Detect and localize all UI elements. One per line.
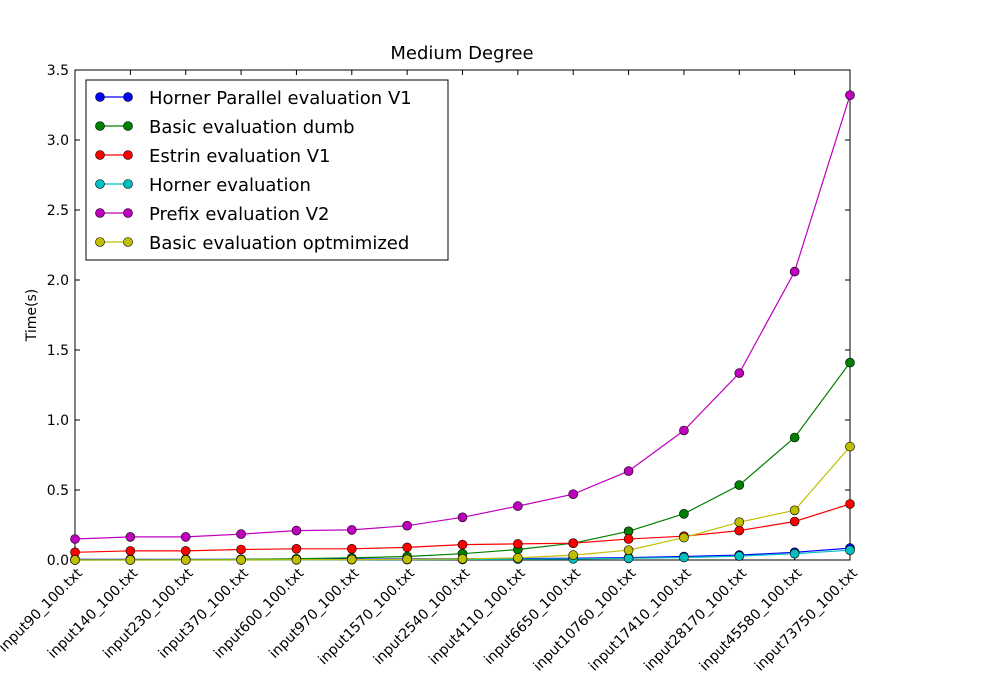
data-point <box>568 538 579 549</box>
data-point <box>734 517 745 528</box>
legend-label: Horner evaluation <box>149 175 311 196</box>
legend-marker <box>95 237 105 247</box>
legend-label: Estrin evaluation V1 <box>149 146 331 167</box>
data-point <box>513 553 523 563</box>
y-tick-label: 0.0 <box>47 553 69 569</box>
data-point <box>789 516 800 527</box>
data-point <box>845 357 855 368</box>
data-point <box>623 545 634 556</box>
data-point <box>346 525 357 535</box>
data-point <box>679 552 689 563</box>
x-tick-label: input73750_100.txt <box>752 565 861 674</box>
data-point <box>679 532 689 543</box>
data-point <box>845 545 855 556</box>
data-point <box>457 554 468 564</box>
data-point <box>236 555 246 565</box>
data-point <box>402 542 412 553</box>
data-point <box>734 551 745 561</box>
data-point <box>125 546 136 556</box>
legend-marker <box>123 92 133 102</box>
data-point <box>125 532 136 542</box>
series-line <box>74 362 851 561</box>
data-point <box>623 534 634 544</box>
data-point <box>679 425 689 436</box>
data-point <box>70 555 80 565</box>
legend-marker <box>123 237 133 247</box>
data-point <box>845 90 855 100</box>
data-point <box>291 554 302 565</box>
x-tick-label: input1570_100.txt <box>315 565 418 668</box>
data-point <box>180 555 191 565</box>
y-tick-label: 0.5 <box>47 483 69 499</box>
data-point <box>402 520 412 531</box>
legend-label: Prefix evaluation V2 <box>149 204 330 225</box>
data-point <box>125 555 136 565</box>
data-point <box>513 501 523 511</box>
x-tick-label: input10760_100.txt <box>531 565 640 674</box>
chart-title: Medium Degree <box>390 43 533 64</box>
y-axis-label: Time(s) <box>24 289 40 342</box>
legend-marker <box>123 208 133 218</box>
data-point <box>679 508 689 519</box>
data-point <box>845 441 855 452</box>
legend-label: Basic evaluation dumb <box>149 117 355 138</box>
data-point <box>236 529 246 539</box>
data-point <box>513 539 523 549</box>
legend-marker <box>123 121 133 131</box>
data-point <box>789 505 800 516</box>
data-point <box>734 480 745 490</box>
y-tick-label: 1.0 <box>47 413 69 429</box>
x-tick-label: input28170_100.txt <box>641 565 750 674</box>
x-tick-label: input17410_100.txt <box>586 565 695 674</box>
legend-marker <box>95 92 105 102</box>
legend-marker <box>95 121 105 131</box>
data-point <box>457 539 468 550</box>
data-point <box>845 499 855 509</box>
y-tick-label: 2.0 <box>47 273 69 289</box>
data-point <box>180 546 191 556</box>
data-point <box>291 543 302 554</box>
data-point <box>346 543 357 554</box>
data-point <box>457 512 468 523</box>
data-point <box>789 548 800 559</box>
legend-marker <box>95 179 105 189</box>
legend-marker <box>95 150 105 160</box>
x-tick-label: input4110_100.txt <box>426 565 529 668</box>
data-point <box>789 432 800 443</box>
legend-box <box>85 79 449 261</box>
legend-marker <box>123 150 133 160</box>
y-tick-label: 2.5 <box>47 203 69 219</box>
data-point <box>402 554 412 565</box>
data-point <box>568 550 579 560</box>
legend-label: Horner Parallel evaluation V1 <box>149 88 412 109</box>
y-tick-label: 3.0 <box>47 133 69 149</box>
data-point <box>70 534 80 544</box>
legend-marker <box>123 179 133 189</box>
data-point <box>180 532 191 542</box>
legend: Horner Parallel evaluation V1 Basic evalu… <box>85 79 449 261</box>
data-point <box>623 553 634 564</box>
data-point <box>623 466 634 476</box>
x-tick-label: input2540_100.txt <box>371 565 474 668</box>
y-tick-label: 3.5 <box>47 63 69 79</box>
data-point <box>734 525 745 536</box>
data-point <box>236 544 246 555</box>
x-tick-label: input6650_100.txt <box>481 565 584 668</box>
x-tick-label: input45580_100.txt <box>697 565 806 674</box>
legend-marker <box>95 208 105 218</box>
data-point <box>568 489 579 500</box>
data-point <box>734 368 745 378</box>
legend-label: Basic evaluation optmimized <box>149 233 409 254</box>
data-point <box>789 266 800 277</box>
data-point <box>346 554 357 565</box>
data-point <box>291 525 302 536</box>
y-tick-label: 1.5 <box>47 343 69 359</box>
